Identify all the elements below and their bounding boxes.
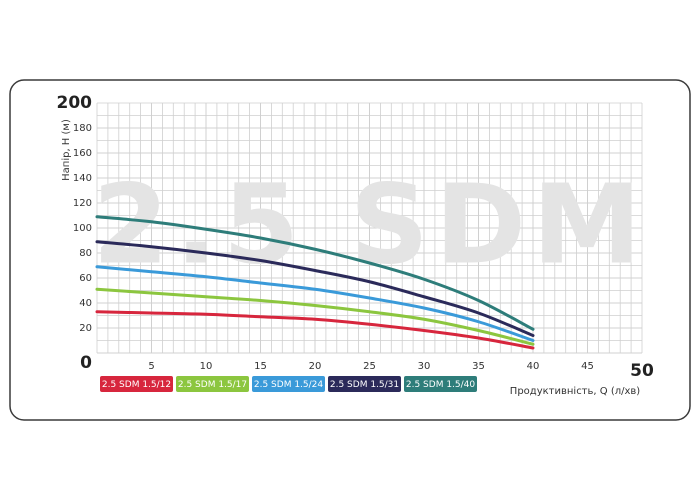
legend-label: 2.5 SDM 1.5/12 <box>102 380 171 390</box>
y-tick-label: 20 <box>79 323 92 334</box>
y-tick-label: 100 <box>73 223 92 234</box>
legend-label: 2.5 SDM 1.5/31 <box>330 380 399 390</box>
y-tick-label: 140 <box>73 173 92 184</box>
series-line <box>95 215 535 331</box>
y-tick-label: 160 <box>73 148 92 159</box>
y-axis-label: Напір, Н (м) <box>60 119 72 181</box>
legend-swatch <box>328 376 401 392</box>
x-tick-label: 35 <box>472 361 485 372</box>
x-tick-label: 50 <box>630 361 654 381</box>
series-line <box>95 240 535 337</box>
legend-swatch <box>176 376 249 392</box>
y-tick-label: 120 <box>73 198 92 209</box>
legend-label: 2.5 SDM 1.5/40 <box>406 380 476 390</box>
x-tick-label: 45 <box>581 361 594 372</box>
legend-label: 2.5 SDM 1.5/24 <box>254 380 324 390</box>
legend-swatch <box>252 376 325 392</box>
series-line <box>95 310 535 350</box>
x-tick-label: 40 <box>527 361 540 372</box>
y-tick-label: 180 <box>73 123 92 134</box>
y-tick-label: 0 <box>80 353 92 373</box>
legend-label: 2.5 SDM 1.5/17 <box>178 380 247 390</box>
y-tick-label: 200 <box>57 93 93 113</box>
frame <box>9 79 691 421</box>
y-tick-label: 80 <box>79 248 92 259</box>
legend-swatch <box>100 376 173 392</box>
y-tick-label: 60 <box>79 273 92 284</box>
x-tick-label: 5 <box>148 361 154 372</box>
x-tick-label: 15 <box>254 361 267 372</box>
series-line <box>95 265 535 342</box>
x-tick-label: 25 <box>363 361 376 372</box>
watermark: 2.5 SDM <box>92 160 647 288</box>
y-tick-label: 40 <box>79 298 92 309</box>
x-tick-label: 10 <box>200 361 213 372</box>
x-tick-label: 30 <box>418 361 431 372</box>
legend-swatch <box>404 376 477 392</box>
x-tick-label: 20 <box>309 361 322 372</box>
series-line <box>95 287 535 346</box>
x-axis-label: Продуктивність, Q (л/хв) <box>510 385 640 397</box>
